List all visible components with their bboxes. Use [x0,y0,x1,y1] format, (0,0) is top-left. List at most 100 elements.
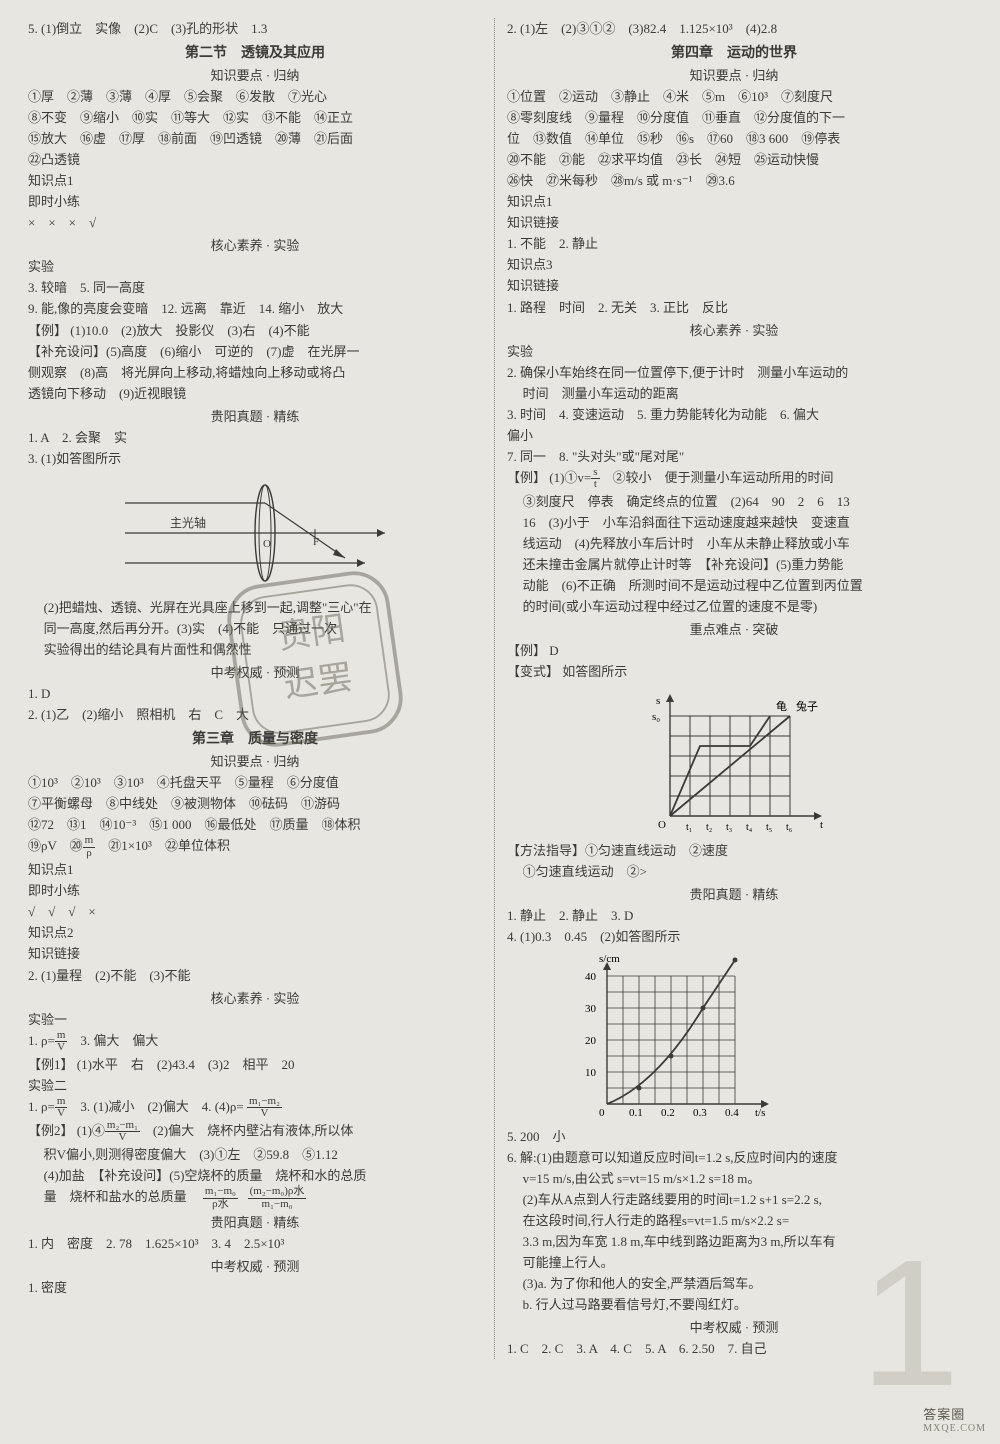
text-line: 透镜向下移动 (9)近视眼镜 [28,383,482,404]
text-line: 动能 (6)不正确 所测时间不是运动过程中乙位置到丙位置 [507,575,961,596]
text-line: ⑲ρV ⑳mρ ㉑1×10³ ㉒单位体积 [28,835,482,859]
text-line: 【例】 (1)10.0 (2)放大 投影仪 (3)右 (4)不能 [28,320,482,341]
text-line: 3.3 m,因为车宽 1.8 m,车中线到路边距离为3 m,所以车有 [507,1231,961,1252]
text-line: 时间 测量小车运动的距离 [507,383,961,404]
svg-text:迟罢: 迟罢 [282,659,355,705]
text-line: 【例】 D [507,640,961,661]
text-line: 7. 同一 8. "头对头"或"尾对尾" [507,446,961,467]
right-column: 2. (1)左 (2)③①② (3)82.4 1.125×10³ (4)2.8 … [499,18,969,1359]
svg-text:贵阳: 贵阳 [275,609,348,656]
text-line: 实验 [507,341,961,362]
text-line: 4. (1)0.3 0.45 (2)如答图所示 [507,926,961,947]
svg-text:0: 0 [599,1107,605,1119]
sub-title: 核心素养 · 实验 [28,988,482,1007]
distance-time-chart-1: s s₀ O t t₁t₂ t₃t₄ t₅t₆ 龟 兔子 [634,686,834,836]
text-line: b. 行人过马路要看信号灯,不要闯红灯。 [507,1294,961,1315]
text-line: ①厚 ②薄 ③薄 ④厚 ⑤会聚 ⑥发散 ⑦光心 [28,86,482,107]
text-line: (4)加盐 【补充设问】(5)空烧杯的质量 烧杯和水的总质 [28,1165,482,1186]
text-line: 2. (1)左 (2)③①② (3)82.4 1.125×10³ (4)2.8 [507,18,961,39]
text-line: 1. 静止 2. 静止 3. D [507,905,961,926]
sub-title: 重点难点 · 突破 [507,619,961,638]
text-line: 位 ⑬数值 ⑭单位 ⑮秒 ⑯s ⑰60 ⑱3 600 ⑲停表 [507,128,961,149]
text-line: ①10³ ②10³ ③10³ ④托盘天平 ⑤量程 ⑥分度值 [28,772,482,793]
svg-text:0.3: 0.3 [693,1107,707,1119]
sub-title: 知识要点 · 归纳 [507,65,961,84]
text-line: 即时小练 [28,880,482,901]
svg-text:s₀: s₀ [652,711,660,723]
svg-text:O: O [658,819,666,831]
text-line: 1. 路程 时间 2. 无关 3. 正比 反比 [507,297,961,318]
text-line: ⑳不能 ㉑能 ㉒求平均值 ㉓长 ㉔短 ㉕运动快慢 [507,149,961,170]
text-line: 即时小练 [28,191,482,212]
svg-text:t₄: t₄ [746,822,753,833]
text-line: 【补充设问】(5)高度 (6)缩小 可逆的 (7)虚 在光屏一 [28,341,482,362]
text-line: 1. ρ=mV 3. 偏大 偏大 [28,1030,482,1054]
text-line: 【例1】 (1)水平 右 (2)43.4 (3)2 相平 20 [28,1054,482,1075]
text-line: 量 烧杯和盐水的总质量 m₁−m₀ρ水 (m₂−m₀)ρ水m₁−m₀ [28,1186,482,1210]
text-line: 6. 解:(1)由题意可以知道反应时间t=1.2 s,反应时间内的速度 [507,1147,961,1168]
text-line: 线运动 (4)先释放小车后计时 小车从未静止释放或小车 [507,533,961,554]
stamp-overlay: 贵阳 迟罢 [208,552,423,767]
svg-text:s: s [656,695,660,707]
axis-label: 主光轴 [170,515,206,530]
text-line: 2. 确保小车始终在同一位置停下,便于计时 测量小车运动的 [507,362,961,383]
svg-text:30: 30 [585,1003,597,1015]
svg-text:t₆: t₆ [786,822,793,833]
sub-title: 核心素养 · 实验 [507,320,961,339]
svg-text:t₅: t₅ [766,822,772,833]
text-line: ㉒凸透镜 [28,149,482,170]
text-line: 知识点1 [28,859,482,880]
text-line: 知识链接 [507,275,961,296]
sub-title: 贵阳真题 · 精练 [28,1212,482,1231]
svg-text:t₃: t₃ [726,822,732,833]
text-line: 1. 不能 2. 静止 [507,233,961,254]
text-line: 偏小 [507,425,961,446]
svg-text:F: F [313,536,319,548]
svg-text:s/cm: s/cm [599,953,620,965]
text-line: 实验二 [28,1075,482,1096]
text-line: 实验 [28,256,482,277]
text-line: ㉖快 ㉗米每秒 ㉘m/s 或 m·s⁻¹ ㉙3.6 [507,170,961,191]
text-line: 1. 内 密度 2. 78 1.625×10³ 3. 4 2.5×10³ [28,1233,482,1254]
text-line: 16 (3)小于 小车沿斜面往下运动速度越来越快 变速直 [507,512,961,533]
svg-text:t: t [820,819,823,831]
text-line: × × × √ [28,212,482,233]
text-line: √ √ √ × [28,901,482,922]
text-line: ①匀速直线运动 ②> [507,861,961,882]
watermark: 答案圈 MXQE.COM [923,1404,986,1434]
sub-title: 知识要点 · 归纳 [28,65,482,84]
svg-text:龟: 龟 [776,700,787,713]
text-line: ⑧不变 ⑨缩小 ⑩实 ⑪等大 ⑫实 ⑬不能 ⑭正立 [28,107,482,128]
text-line: 3. (1)如答图所示 [28,448,482,469]
text-line: 知识点2 [28,922,482,943]
text-line: 3. 较暗 5. 同一高度 [28,277,482,298]
text-line: 5. (1)倒立 实像 (2)C (3)孔的形状 1.3 [28,18,482,39]
text-line: (3)a. 为了你和他人的安全,严禁酒后驾车。 [507,1273,961,1294]
text-line: ⑮放大 ⑯虚 ⑰厚 ⑱前面 ⑲凹透镜 ⑳薄 ㉑后面 [28,128,482,149]
text-line: 知识链接 [507,212,961,233]
svg-text:0.4: 0.4 [725,1107,739,1119]
distance-time-chart-2: 10 20 30 40 s/cm 0 0.1 0.2 0.3 0.4 t/s [567,952,787,1122]
sub-title: 贵阳真题 · 精练 [28,406,482,425]
column-divider [494,18,495,1359]
svg-text:兔子: 兔子 [796,699,818,713]
text-line: 侧观察 (8)高 将光屏向上移动,将蜡烛向上移动或将凸 [28,362,482,383]
text-line: 的时间(或小车运动过程中经过乙位置的速度不是零) [507,596,961,617]
text-line: 3. 时间 4. 变速运动 5. 重力势能转化为动能 6. 偏大 [507,404,961,425]
text-line: 2. (1)量程 (2)不能 (3)不能 [28,965,482,986]
svg-text:0.2: 0.2 [661,1107,675,1119]
svg-text:40: 40 [585,971,597,983]
text-line: 还未撞击金属片就停止计时等 【补充设问】(5)重力势能 [507,554,961,575]
svg-text:10: 10 [585,1067,597,1079]
text-line: 1. ρ=mV 3. (1)减小 (2)偏大 4. (4)ρ= m₁−m₂V [28,1096,482,1120]
svg-text:20: 20 [585,1035,597,1047]
svg-text:O: O [263,538,271,550]
text-line: ⑦平衡螺母 ⑧中线处 ⑨被测物体 ⑩砝码 ⑪游码 [28,793,482,814]
text-line: 知识链接 [28,943,482,964]
text-line: 知识点1 [507,191,961,212]
text-line: ③刻度尺 停表 确定终点的位置 (2)64 90 2 6 13 [507,491,961,512]
svg-text:t₂: t₂ [706,822,712,833]
text-line: 【例】 (1)①v=st ②较小 便于测量小车运动所用的时间 [507,467,961,491]
text-line: 可能撞上行人。 [507,1252,961,1273]
text-line: 5. 200 小 [507,1126,961,1147]
